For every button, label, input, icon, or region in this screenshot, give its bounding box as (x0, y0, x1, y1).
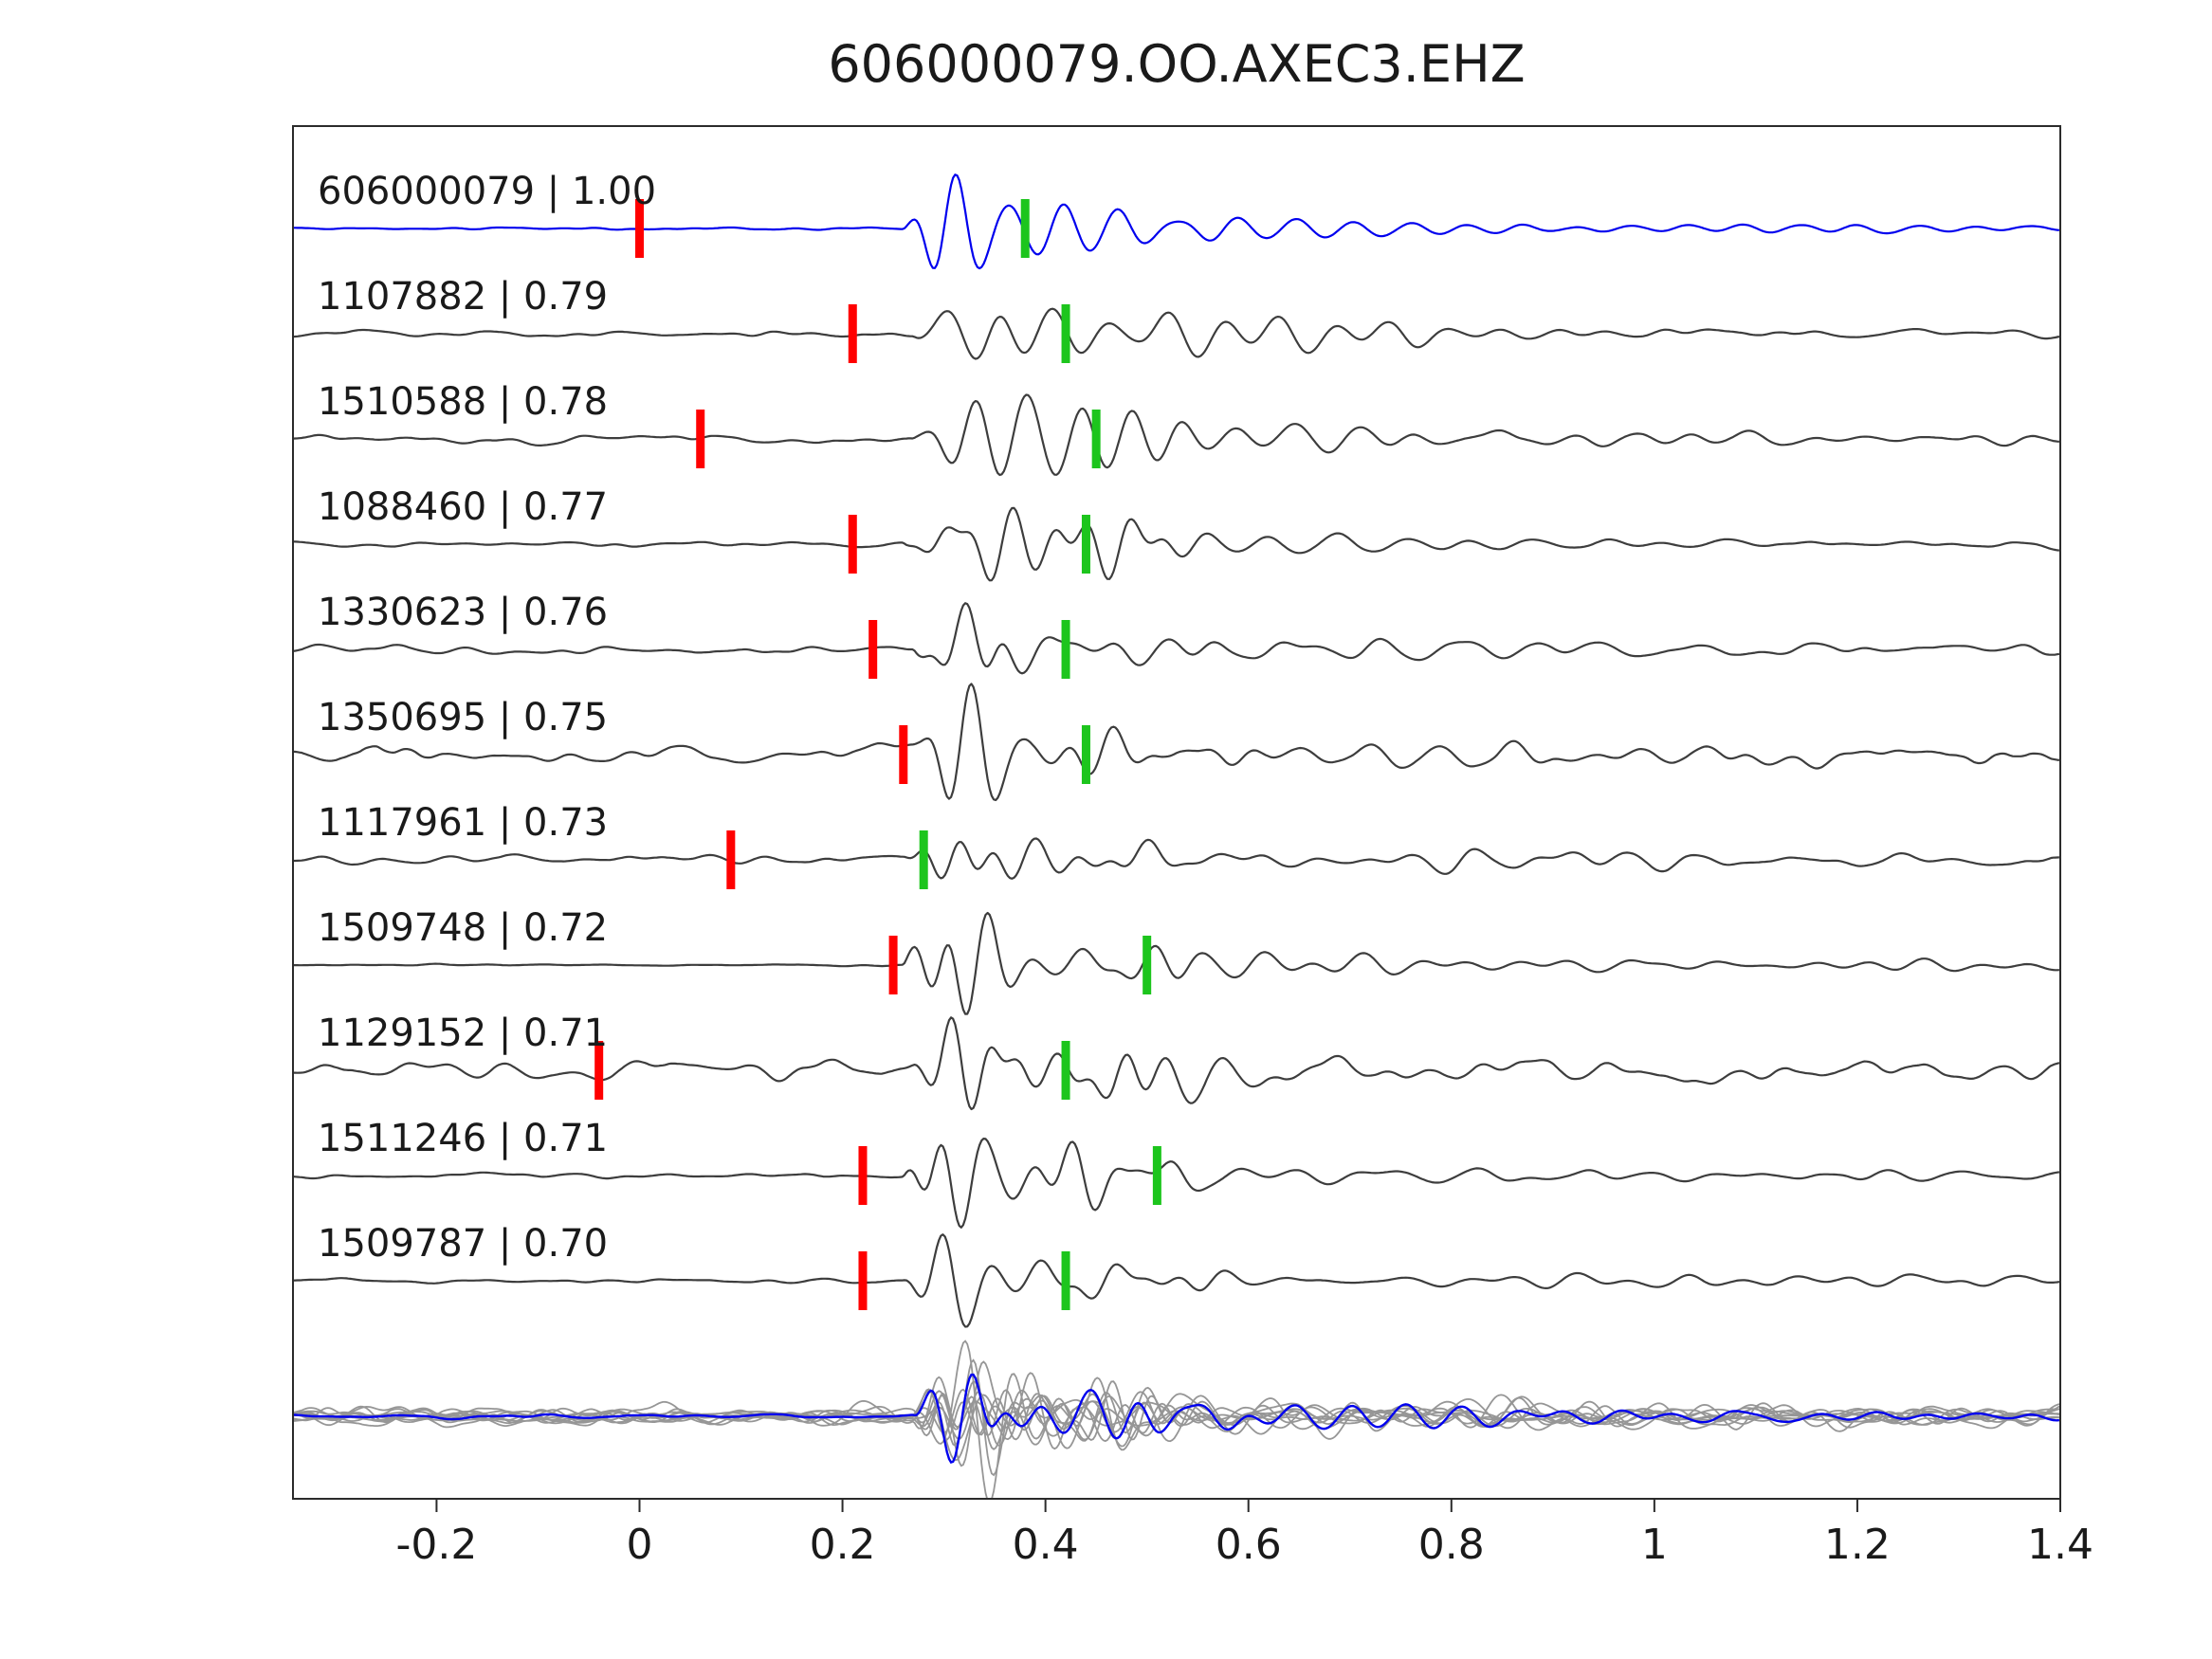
trace-label-1510588: 1510588 | 0.78 (318, 380, 608, 424)
pick-red-1117961 (726, 830, 736, 889)
x-axis-tick-label: -0.2 (395, 1521, 477, 1569)
waveform-trace-1117961 (293, 837, 2059, 880)
waveform-trace-1510588 (293, 393, 2060, 477)
pick-red-1330623 (868, 620, 878, 679)
overlay-trace-1509787 (293, 1358, 2059, 1477)
trace-label-1509748: 1509748 | 0.72 (318, 906, 608, 950)
waveform-trace-1107882 (293, 307, 2060, 360)
waveform-trace-1129152 (293, 1016, 2060, 1111)
x-axis-tick-label: 1.4 (2027, 1521, 2093, 1569)
trace-label-1350695: 1350695 | 0.75 (318, 696, 608, 739)
trace-label-606000079: 606000079 | 1.00 (318, 170, 656, 213)
pick-green-1510588 (1091, 410, 1101, 468)
pick-red-606000079 (635, 199, 644, 258)
plot-area (293, 173, 2060, 1499)
pick-red-1088460 (848, 515, 857, 574)
pick-green-1509787 (1061, 1251, 1070, 1310)
pick-red-1509787 (858, 1251, 868, 1310)
overlay-trace-1107882 (293, 1340, 2060, 1499)
pick-red-1129152 (594, 1041, 604, 1100)
trace-label-1330623: 1330623 | 0.76 (318, 591, 608, 634)
trace-label-1511246: 1511246 | 0.71 (318, 1117, 608, 1160)
axes-frame (292, 125, 2061, 1500)
x-axis-tick-label: 0.8 (1418, 1521, 1485, 1569)
pick-red-1510588 (696, 410, 705, 468)
trace-label-1509787: 1509787 | 0.70 (318, 1222, 608, 1266)
pick-green-606000079 (1020, 199, 1030, 258)
trace-label-1117961: 1117961 | 0.73 (318, 801, 608, 845)
x-axis-tick-label: 0.4 (1013, 1521, 1079, 1569)
x-axis-tick-label: 0.6 (1216, 1521, 1282, 1569)
chart-title: 606000079.OO.AXEC3.EHZ (828, 34, 1525, 94)
overlay-trace-1129152 (293, 1380, 2060, 1442)
pick-green-1330623 (1061, 620, 1070, 679)
pick-green-1117961 (919, 830, 928, 889)
trace-label-1088460: 1088460 | 0.77 (318, 485, 608, 529)
x-axis-tick-label: 0 (627, 1521, 653, 1569)
waveform-trace-1511246 (293, 1138, 2060, 1229)
waveform-trace-1509748 (293, 911, 2059, 1015)
overlay-template-trace (293, 1373, 2060, 1464)
trace-label-1107882: 1107882 | 0.79 (318, 275, 608, 319)
pick-red-1107882 (848, 304, 857, 363)
x-axis-tick-label: 0.2 (810, 1521, 876, 1569)
x-axis-tick-label: 1.2 (1824, 1521, 1891, 1569)
waveform-trace-1509787 (293, 1233, 2060, 1328)
pick-green-1107882 (1061, 304, 1070, 363)
pick-green-1511246 (1152, 1146, 1161, 1205)
pick-red-1509748 (888, 936, 898, 994)
waveform-trace-1330623 (293, 602, 2060, 675)
pick-green-1350695 (1081, 725, 1090, 784)
pick-red-1350695 (899, 725, 908, 784)
overlay-trace-1511246 (293, 1388, 2059, 1442)
waveform-trace-1350695 (293, 683, 2060, 802)
pick-red-1511246 (858, 1146, 868, 1205)
x-axis-tick-label: 1 (1641, 1521, 1668, 1569)
pick-green-1129152 (1061, 1041, 1070, 1100)
pick-green-1509748 (1143, 936, 1152, 994)
trace-label-1129152: 1129152 | 0.71 (318, 1012, 608, 1055)
waveform-trace-606000079 (293, 173, 2060, 270)
pick-green-1088460 (1081, 515, 1090, 574)
waveform-trace-1088460 (293, 506, 2060, 582)
